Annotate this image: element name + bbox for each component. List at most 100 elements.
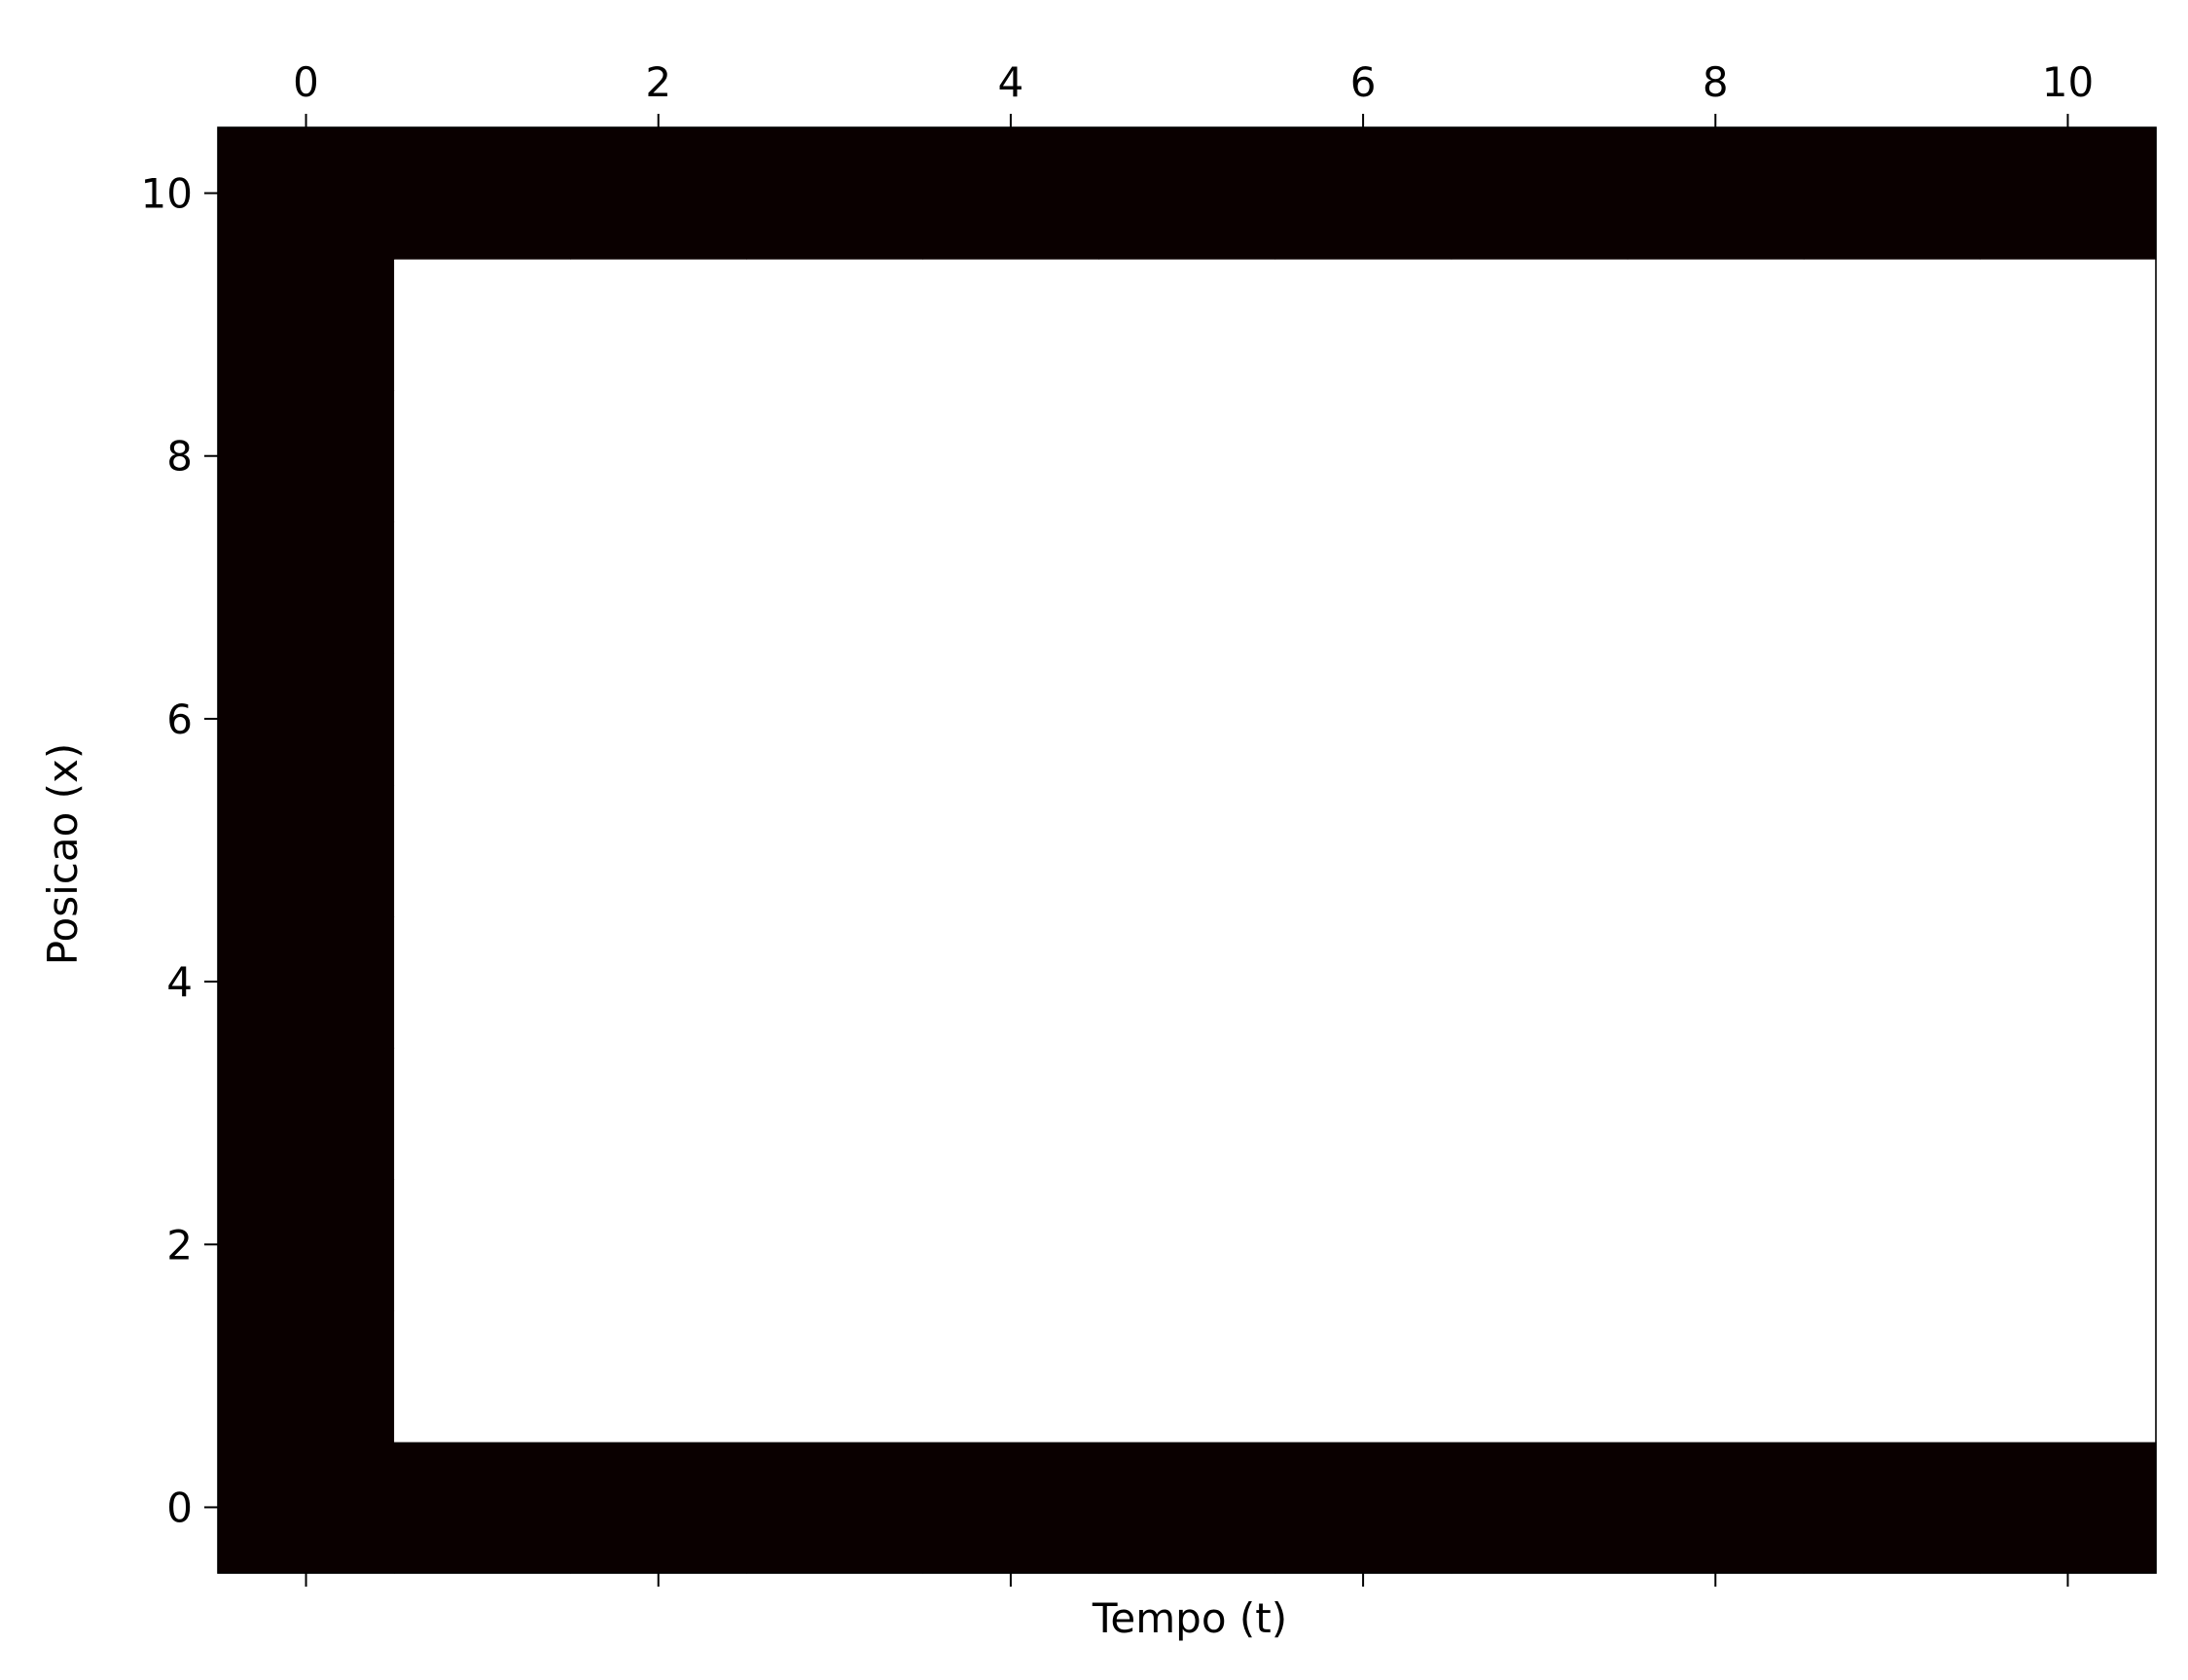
heatmap-cell [1979,784,2157,917]
heatmap-cell [746,1047,923,1180]
heatmap-cell [1627,1309,1805,1443]
y-axis-label: Posicao (x) [39,743,87,966]
heatmap-cell [1451,1047,1629,1180]
heatmap-cell [570,259,747,391]
heatmap-cell [746,259,923,391]
heatmap-cell [1098,784,1276,917]
heatmap-cell [1451,1309,1629,1443]
heatmap-cell [394,1309,571,1443]
heatmap-cell [922,1309,1100,1443]
heatmap-cell [1627,915,1805,1049]
heatmap-cell [218,1047,395,1180]
heatmap-cell [570,1441,747,1574]
heatmap-cell [570,1047,747,1180]
heatmap-cell [1098,1441,1276,1574]
heatmap-cell [746,784,923,917]
heatmap-cell [1803,784,1981,917]
heatmap-cell [1098,259,1276,391]
heatmap-cell [570,653,747,786]
heatmap-cell [746,127,923,260]
heatmap-cell [394,1047,571,1180]
heatmap-cell [1274,390,1453,522]
heatmap-cell [1979,390,2157,522]
heatmap-cell [922,390,1100,522]
heatmap-cell [1274,1047,1453,1180]
heatmap-cell [922,784,1100,917]
heatmap-cell [394,653,571,786]
heatmap-cell [570,1178,747,1311]
x-tick-label: 2 [645,58,671,106]
heatmap-cell [394,259,571,391]
heatmap-cell [1098,1047,1276,1180]
heatmap-cell [1098,1309,1276,1443]
y-tick-label: 2 [166,1221,193,1269]
heatmap-cell [1979,1178,2157,1311]
heatmap-cell [1451,1178,1629,1311]
heatmap-cell [1627,784,1805,917]
heatmap-cell [218,1309,395,1443]
heatmap-cell [1627,127,1805,260]
heatmap-cell [218,653,395,786]
heatmap-cell [1979,915,2157,1049]
heatmap-cell [1627,1441,1805,1574]
x-tick-label: 0 [293,58,319,106]
heatmap-cell [1098,127,1276,260]
heatmap-cell [922,915,1100,1049]
heatmap-cell [394,915,571,1049]
heatmap-cell [1451,390,1629,522]
heatmap-cell [218,390,395,522]
heatmap-cell [1274,521,1453,654]
heatmap-cell [1627,1047,1805,1180]
heatmap-cell [570,390,747,522]
heatmap-cell [1451,259,1629,391]
heatmap-cell [746,915,923,1049]
heatmap-cell [218,784,395,917]
heatmap-cell [1803,1309,1981,1443]
heatmap-cell [1274,127,1453,260]
y-tick-label: 4 [166,958,193,1006]
y-tick-label: 8 [166,433,193,481]
heatmap-cell [746,1441,923,1574]
heatmap-cell [1451,915,1629,1049]
heatmap-cell [1803,653,1981,786]
heatmap-cell [1803,1441,1981,1574]
heatmap-cell [218,1178,395,1311]
heatmap-cell [1098,915,1276,1049]
heatmap-cell [1979,127,2157,260]
heatmap-cell [1274,1309,1453,1443]
heatmap-cell [1098,653,1276,786]
heatmap-cell [746,653,923,786]
heatmap-cell [746,521,923,654]
heatmap-cell [1979,521,2157,654]
heatmap-cell [1979,1441,2157,1574]
plot-frame [217,126,2157,1574]
heatmap-cell [394,1441,571,1574]
heatmap-cell [1803,1047,1981,1180]
heatmap-cell [1274,915,1453,1049]
heatmap-cell [922,1441,1100,1574]
heatmap-cell [570,1309,747,1443]
heatmap-cell [394,521,571,654]
heatmap-cell [218,127,395,260]
heatmap-cell [394,784,571,917]
heatmap-cells [218,127,2157,1574]
x-tick-label: 6 [1350,58,1377,106]
heatmap-cell [1803,521,1981,654]
heatmap-cell [746,1178,923,1311]
heatmap-cell [1979,1309,2157,1443]
heatmap-cell [1627,259,1805,391]
heatmap-cell [1274,1441,1453,1574]
heatmap-cell [746,1309,923,1443]
heatmap-cell [1451,1441,1629,1574]
heatmap-cell [922,653,1100,786]
heatmap-cell [1803,915,1981,1049]
heatmap-cell [394,390,571,522]
axes: 0 2 4 6 8 10 0 2 4 6 8 10 [141,58,2157,1587]
heatmap-cell [922,259,1100,391]
heatmap-cell [1274,784,1453,917]
heatmap-cell [1274,653,1453,786]
heatmap-cell [1451,784,1629,917]
heatmap-cell [1098,521,1276,654]
heatmap-cell [1274,259,1453,391]
